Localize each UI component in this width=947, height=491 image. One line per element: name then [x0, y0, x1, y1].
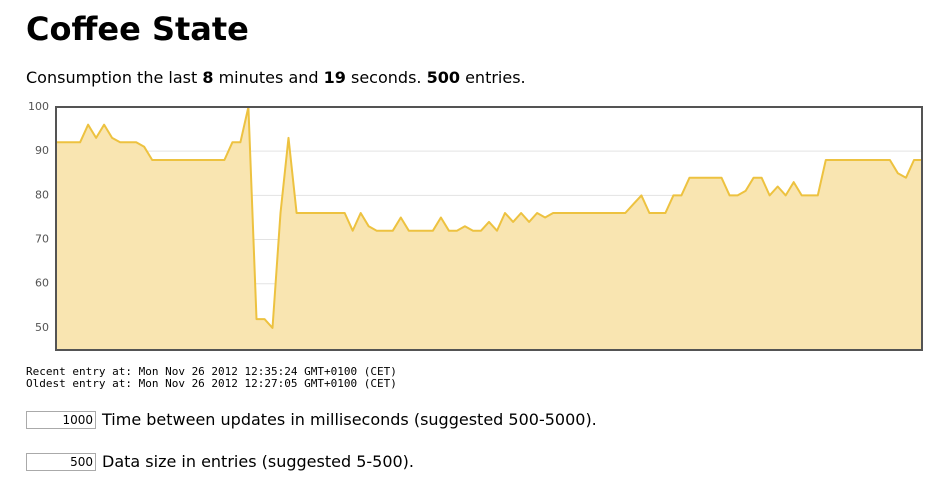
text: entries. — [465, 68, 526, 87]
plot-border — [55, 106, 923, 351]
y-tick-label: 50 — [35, 321, 49, 334]
chart: 50 60 70 80 90 100 — [28, 100, 923, 351]
control-label: Time between updates in milliseconds (su… — [102, 410, 597, 429]
y-tick-label: 100 — [28, 100, 49, 113]
area — [56, 107, 922, 350]
y-tick-label: 70 — [35, 233, 49, 246]
recent-time: Recent entry at: Mon Nov 26 2012 12:35:2… — [26, 365, 397, 378]
y-tick-label: 80 — [35, 188, 49, 201]
summary: Consumption the last 8 minutes and 19 se… — [26, 68, 526, 87]
y-tick-label: 60 — [35, 277, 49, 290]
title: Coffee State — [26, 10, 249, 48]
oldest-time: Oldest entry at: Mon Nov 26 2012 12:27:0… — [26, 377, 397, 390]
control: Data size in entries (suggested 5-500). — [26, 452, 414, 471]
minutes: 8 — [202, 68, 214, 87]
interval-input[interactable] — [26, 410, 96, 429]
control-label: Data size in entries (suggested 5-500). — [102, 452, 415, 471]
text: minutes and — [218, 68, 319, 87]
entries: 500 — [426, 68, 460, 87]
text: Consumption the last — [26, 68, 198, 87]
control: Time between updates in milliseconds (su… — [26, 410, 597, 429]
y-tick-label: 90 — [35, 144, 49, 157]
text: seconds. — [351, 68, 422, 87]
size-input[interactable] — [26, 452, 96, 471]
seconds: 19 — [323, 68, 346, 87]
line — [56, 106, 922, 329]
